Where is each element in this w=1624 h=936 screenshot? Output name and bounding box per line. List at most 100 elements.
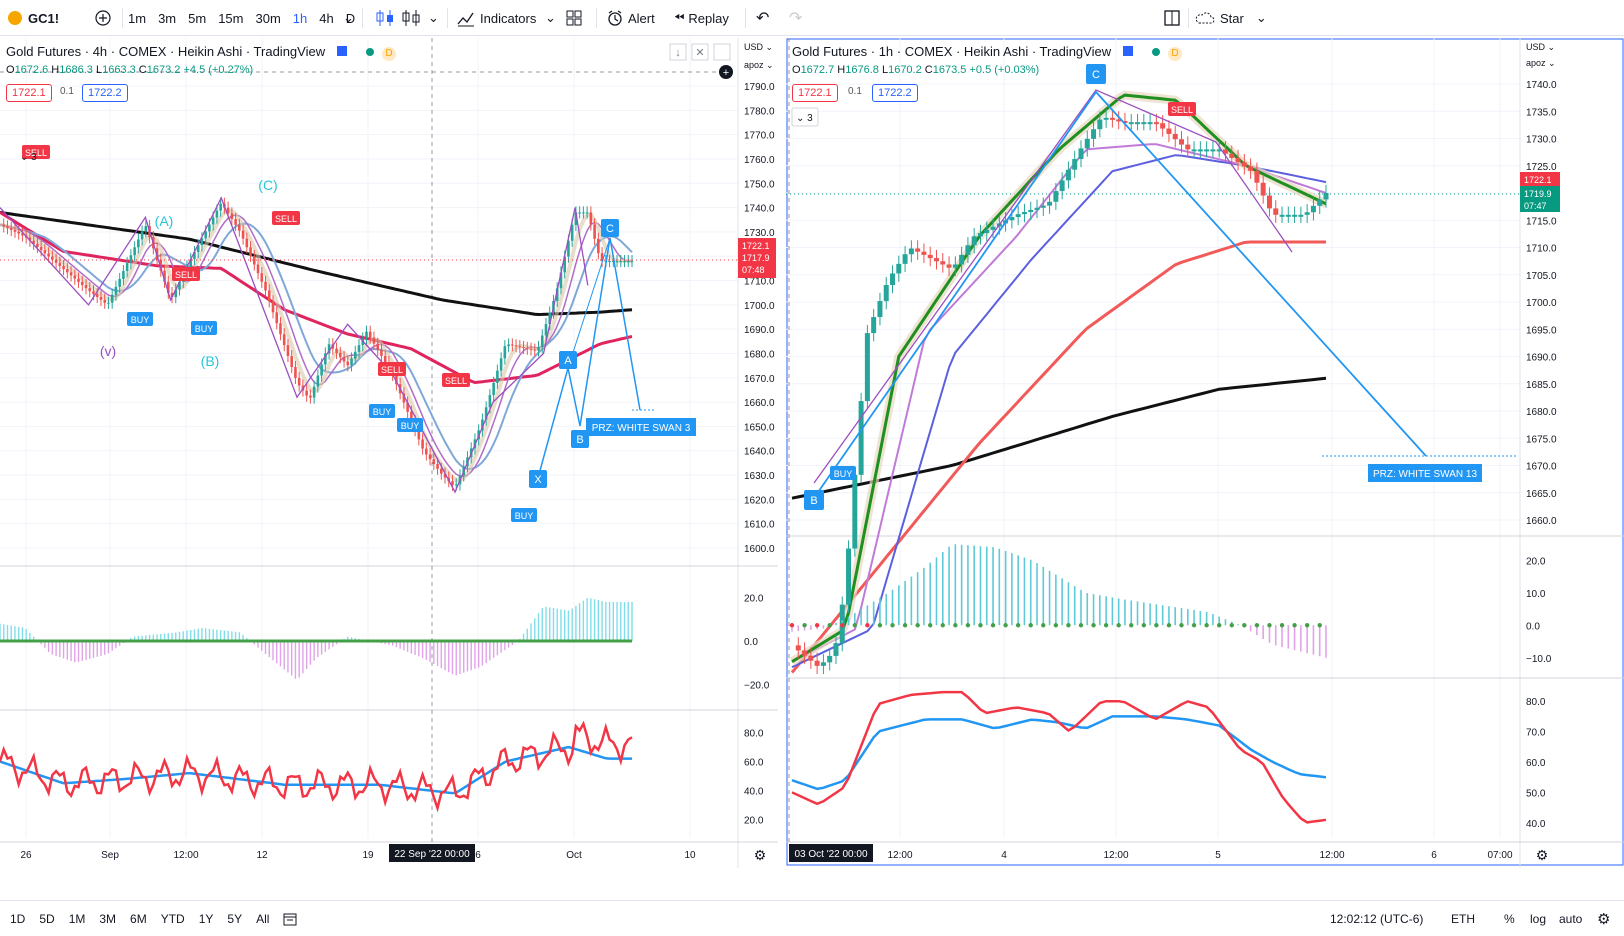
candle-body bbox=[219, 203, 222, 211]
price-tick-label: 1700.0 bbox=[1526, 298, 1557, 309]
candle-body bbox=[883, 285, 889, 302]
price-tick-label: 1710.0 bbox=[744, 277, 775, 288]
price-tick-label: 1670.0 bbox=[744, 374, 775, 385]
macd-dot bbox=[1304, 623, 1310, 628]
indicators-button[interactable]: Indicators bbox=[456, 0, 536, 36]
interval-1h[interactable]: 1h bbox=[292, 10, 308, 26]
settings-button[interactable]: ⚙ bbox=[1597, 901, 1610, 936]
buy-signal-label: BUY bbox=[195, 324, 214, 334]
clock[interactable]: 12:02:12 (UTC-6) bbox=[1330, 911, 1424, 926]
delayed-badge: D bbox=[1167, 47, 1182, 61]
right-ask-button[interactable]: 1722.2 bbox=[872, 84, 918, 102]
left-ask-button[interactable]: 1722.2 bbox=[82, 84, 128, 102]
candle-body bbox=[593, 224, 596, 239]
interval-5m[interactable]: 5m bbox=[188, 10, 207, 26]
left-chart-pane[interactable]: 1790.0 1780.0 1770.0 1760.0 1750.0 1740.0 1730… bbox=[0, 38, 778, 898]
indicators-dropdown[interactable]: ⌄ bbox=[545, 0, 556, 36]
right-chart-canvas[interactable]: 1740.01735.01730.01725.01720.01715.01710… bbox=[786, 38, 1624, 898]
candle-body bbox=[1153, 122, 1159, 125]
templates-button[interactable] bbox=[565, 0, 583, 36]
price-tick-label: 1695.0 bbox=[1526, 325, 1557, 336]
candle-body bbox=[376, 343, 380, 350]
interval-1m[interactable]: 1m bbox=[128, 10, 147, 26]
macd-dot bbox=[827, 623, 832, 628]
macd-dot bbox=[877, 623, 883, 628]
candle-body bbox=[1009, 217, 1015, 221]
compare-add-button[interactable] bbox=[94, 0, 112, 36]
grid-icon bbox=[566, 10, 582, 26]
candle-body bbox=[1172, 133, 1178, 140]
candle-body bbox=[238, 224, 241, 231]
pattern-point-c bbox=[601, 219, 619, 237]
candle-body bbox=[582, 212, 585, 214]
candle-body bbox=[297, 377, 301, 386]
range-3m[interactable]: 3M bbox=[99, 911, 117, 926]
pane-bg bbox=[786, 38, 1624, 898]
candle-body bbox=[858, 401, 864, 475]
range-ytd[interactable]: YTD bbox=[160, 911, 185, 926]
undo-button[interactable]: ↶ bbox=[756, 0, 769, 36]
interval-4h[interactable]: 4h bbox=[319, 10, 334, 26]
interval-15m[interactable]: 15m bbox=[218, 10, 244, 26]
range-all[interactable]: All bbox=[256, 911, 270, 926]
redo-button[interactable]: ↷ bbox=[789, 0, 802, 36]
candle-body bbox=[346, 361, 350, 366]
layout-name-button[interactable]: Star ⌄ bbox=[1194, 0, 1267, 36]
candle-body bbox=[1216, 149, 1222, 152]
candle-body bbox=[260, 273, 264, 282]
candle-body bbox=[208, 224, 211, 232]
candle-body bbox=[555, 288, 559, 301]
candle-body bbox=[62, 266, 65, 270]
right-chart-pane[interactable]: 1740.01735.01730.01725.01720.01715.01710… bbox=[786, 38, 1624, 898]
bars-style-button[interactable] bbox=[400, 0, 422, 36]
range-5d[interactable]: 5D bbox=[39, 911, 55, 926]
style-dropdown[interactable]: ⌄ bbox=[428, 0, 439, 36]
delayed-badge: D bbox=[381, 47, 396, 61]
goto-date-button[interactable] bbox=[282, 901, 298, 936]
replay-button[interactable]: ⏪︎ Replay bbox=[674, 0, 729, 36]
candle-body bbox=[488, 395, 492, 408]
layout-name: Star bbox=[1220, 10, 1244, 26]
buy-signal-label: BUY bbox=[515, 511, 534, 521]
interval-3m[interactable]: 3m bbox=[158, 10, 177, 26]
interval-dropdown[interactable]: ⌄ bbox=[343, 0, 354, 36]
symbol-search[interactable]: GC1! bbox=[8, 0, 59, 36]
alert-button[interactable]: Alert bbox=[606, 0, 655, 36]
range-6m[interactable]: 6M bbox=[130, 911, 147, 926]
right-bid-button[interactable]: 1722.1 bbox=[792, 84, 838, 102]
candle-body bbox=[114, 286, 118, 295]
pattern-point-label: A bbox=[564, 355, 572, 367]
candle-body bbox=[940, 261, 946, 265]
log-toggle[interactable]: log bbox=[1530, 911, 1547, 926]
macd-dot bbox=[1116, 623, 1121, 628]
left-bid-button[interactable]: 1722.1 bbox=[6, 84, 52, 102]
interval-30m[interactable]: 30m bbox=[255, 10, 281, 26]
candle-body bbox=[1310, 205, 1316, 213]
price-tick-label: 1685.0 bbox=[1526, 380, 1557, 391]
candle-body bbox=[877, 301, 883, 318]
percent-toggle[interactable]: % bbox=[1504, 911, 1515, 926]
range-1m[interactable]: 1M bbox=[68, 911, 86, 926]
candle-body bbox=[1235, 157, 1241, 163]
candle-body bbox=[597, 238, 600, 254]
redo-icon: ↷ bbox=[789, 10, 803, 27]
macd-dot bbox=[965, 623, 971, 628]
chart-style-button[interactable] bbox=[374, 0, 396, 36]
range-5y[interactable]: 5Y bbox=[227, 911, 243, 926]
left-chart-canvas[interactable]: 1790.0 1780.0 1770.0 1760.0 1750.0 1740.0 1730… bbox=[0, 38, 778, 898]
sell-signal bbox=[22, 145, 50, 159]
session-button[interactable]: ETH bbox=[1451, 911, 1475, 926]
pane-close-button bbox=[691, 43, 709, 61]
candle-body bbox=[211, 217, 215, 225]
candle-body bbox=[965, 245, 971, 255]
gear-icon: ⚙ bbox=[1597, 910, 1611, 928]
candle-body bbox=[1028, 209, 1034, 213]
range-1d[interactable]: 1D bbox=[10, 911, 26, 926]
macd-dot bbox=[1053, 623, 1059, 628]
auto-toggle[interactable]: auto bbox=[1559, 911, 1583, 926]
layout-button[interactable] bbox=[1163, 0, 1181, 36]
range-1y[interactable]: 1Y bbox=[198, 911, 214, 926]
candle-body bbox=[578, 212, 581, 214]
interval-D[interactable]: D bbox=[345, 10, 356, 26]
candle-body bbox=[443, 473, 447, 478]
